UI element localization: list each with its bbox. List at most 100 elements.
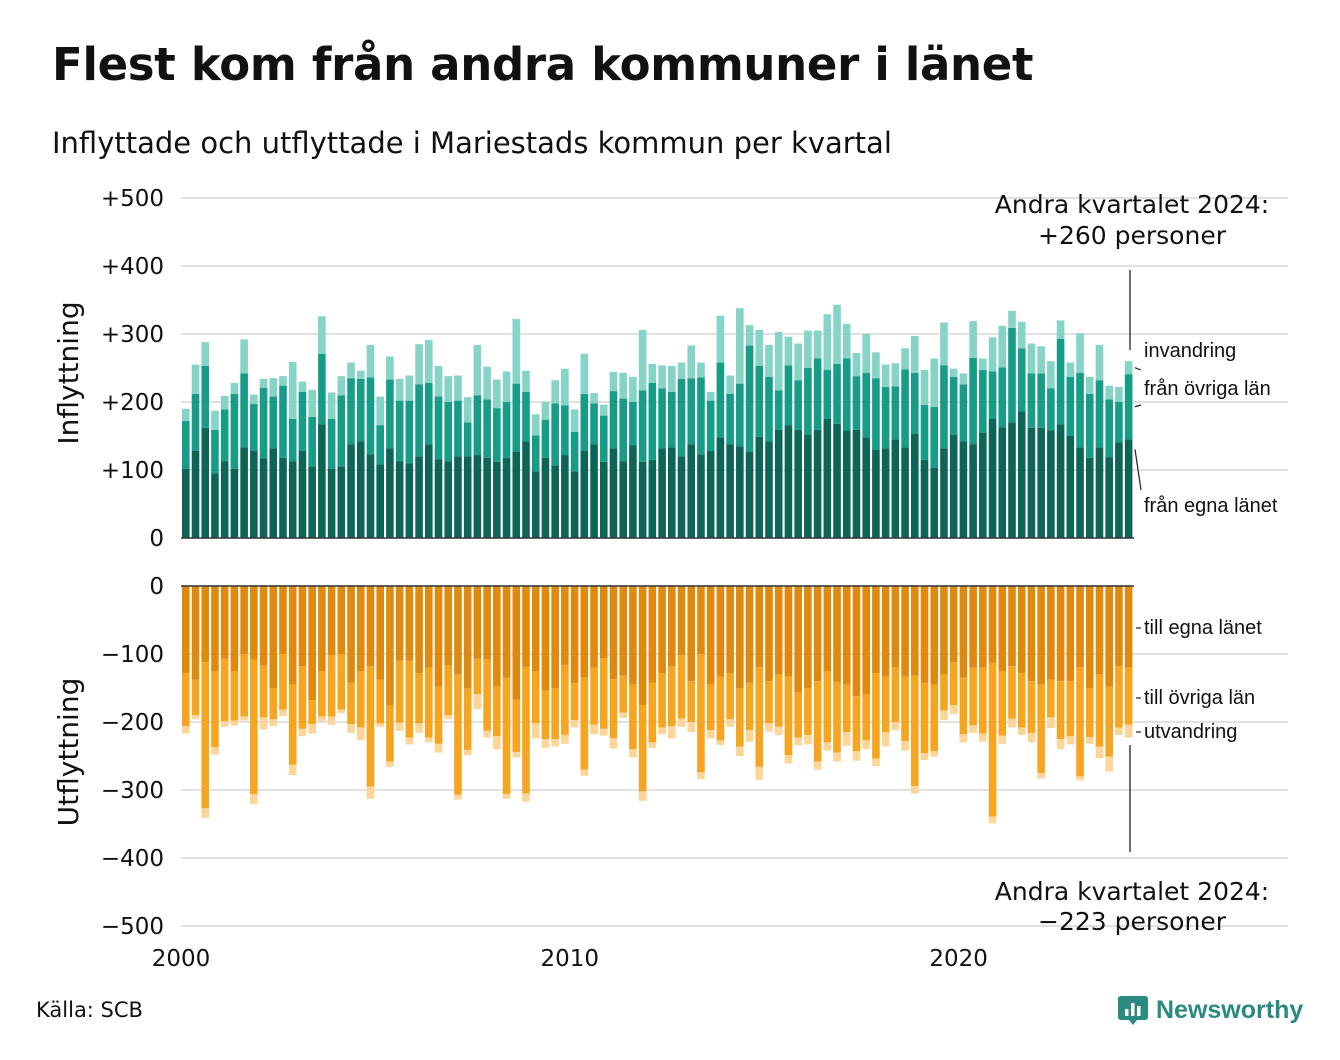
bar-in-1 [318, 353, 326, 425]
bar-in-1 [648, 382, 657, 460]
bar-out-0 [561, 586, 569, 665]
bar-out-2 [561, 734, 569, 744]
bar-out-2 [570, 719, 579, 728]
bar-out-1 [240, 654, 248, 717]
bar-in-2 [1008, 310, 1016, 328]
bar-out-0 [940, 586, 948, 675]
bar-in-2 [395, 378, 404, 401]
bar-in-0 [891, 439, 900, 538]
bar-in-0 [298, 450, 307, 538]
bar-in-0 [852, 429, 861, 538]
bar-out-0 [483, 586, 491, 660]
bar-out-1 [804, 688, 812, 735]
bar-out-0 [434, 586, 443, 687]
bar-in-0 [211, 473, 219, 538]
bar-out-1 [1076, 667, 1084, 777]
bar-out-0 [551, 586, 559, 688]
bar-out-2 [920, 753, 929, 761]
bar-in-2 [706, 391, 715, 401]
bar-out-1 [629, 684, 637, 750]
annotations: Andra kvartalet 2024:+260 personerAndra … [995, 190, 1269, 936]
bar-out-1 [706, 684, 715, 731]
bar-in-2 [784, 336, 793, 366]
bar-in-2 [862, 334, 870, 373]
bar-out-2 [716, 740, 725, 746]
bar-out-0 [395, 586, 404, 661]
bar-in-2 [716, 315, 725, 363]
bar-in-2 [463, 397, 472, 423]
bar-out-1 [1115, 666, 1123, 728]
bar-out-0 [182, 586, 190, 674]
bar-in-0 [726, 444, 734, 538]
bar-in-1 [774, 390, 783, 430]
bar-in-2 [201, 342, 210, 366]
bar-in-0 [386, 448, 394, 538]
bar-out-1 [570, 683, 579, 720]
bar-in-1 [395, 400, 404, 462]
bar-in-1 [794, 380, 802, 430]
bar-out-0 [920, 586, 929, 683]
bar-in-0 [794, 429, 802, 538]
out-annotation-line1: Andra kvartalet 2024: [995, 877, 1269, 906]
bar-out-2 [1124, 724, 1133, 738]
bar-out-1 [862, 694, 870, 741]
bar-in-2 [891, 363, 900, 387]
bar-in-0 [366, 454, 375, 538]
bar-out-0 [1008, 586, 1016, 667]
bar-in-2 [337, 376, 346, 396]
bar-in-2 [755, 329, 764, 366]
bar-out-0 [298, 586, 307, 667]
bar-out-2 [862, 740, 870, 750]
bar-in-1 [512, 383, 521, 452]
bar-out-2 [930, 751, 939, 757]
out-ytick-label: −100 [101, 642, 164, 668]
bar-in-1 [522, 391, 530, 442]
out-ytick-label: 0 [149, 574, 164, 600]
bar-out-0 [463, 586, 472, 688]
bar-in-2 [1085, 376, 1094, 394]
bar-in-0 [1115, 442, 1123, 538]
bar-out-0 [570, 586, 579, 684]
bar-in-1 [862, 372, 870, 438]
bar-out-2 [794, 737, 802, 746]
bar-in-1 [842, 358, 851, 431]
bar-out-0 [1047, 586, 1055, 680]
bar-in-1 [1066, 376, 1075, 436]
bar-out-2 [726, 719, 734, 727]
bar-out-0 [959, 586, 968, 678]
bar-out-0 [813, 586, 822, 682]
bar-in-0 [337, 466, 346, 538]
bar-out-1 [561, 664, 569, 735]
bar-in-1 [463, 422, 472, 457]
bar-in-1 [1047, 388, 1055, 431]
bar-out-2 [774, 726, 783, 735]
bar-out-2 [269, 719, 278, 727]
bar-out-2 [493, 736, 501, 750]
bar-in-1 [736, 383, 744, 447]
bar-in-1 [677, 378, 686, 457]
bar-in-2 [1076, 333, 1084, 373]
bar-in-0 [930, 467, 939, 538]
bar-out-1 [201, 662, 210, 809]
bar-in-2 [677, 362, 686, 379]
bar-in-1 [599, 415, 608, 462]
bar-in-1 [327, 419, 336, 469]
in-series-label: från övriga län [1144, 378, 1271, 400]
bar-in-0 [522, 441, 530, 538]
bar-in-0 [1056, 424, 1065, 538]
bar-in-0 [629, 445, 637, 538]
bar-out-2 [191, 715, 200, 720]
bar-in-1 [804, 368, 812, 435]
bar-out-0 [211, 586, 219, 671]
bar-out-2 [629, 749, 637, 758]
x-tick-label: 2020 [929, 946, 988, 972]
bar-out-1 [356, 671, 365, 728]
bar-out-1 [901, 676, 909, 742]
bar-out-0 [1027, 586, 1036, 682]
out-series-label: till egna länet [1144, 617, 1262, 639]
bar-out-2 [308, 724, 316, 734]
bar-out-2 [901, 741, 909, 751]
bar-in-0 [493, 461, 501, 538]
bar-in-1 [823, 370, 832, 419]
inflow-bars [182, 304, 1133, 538]
